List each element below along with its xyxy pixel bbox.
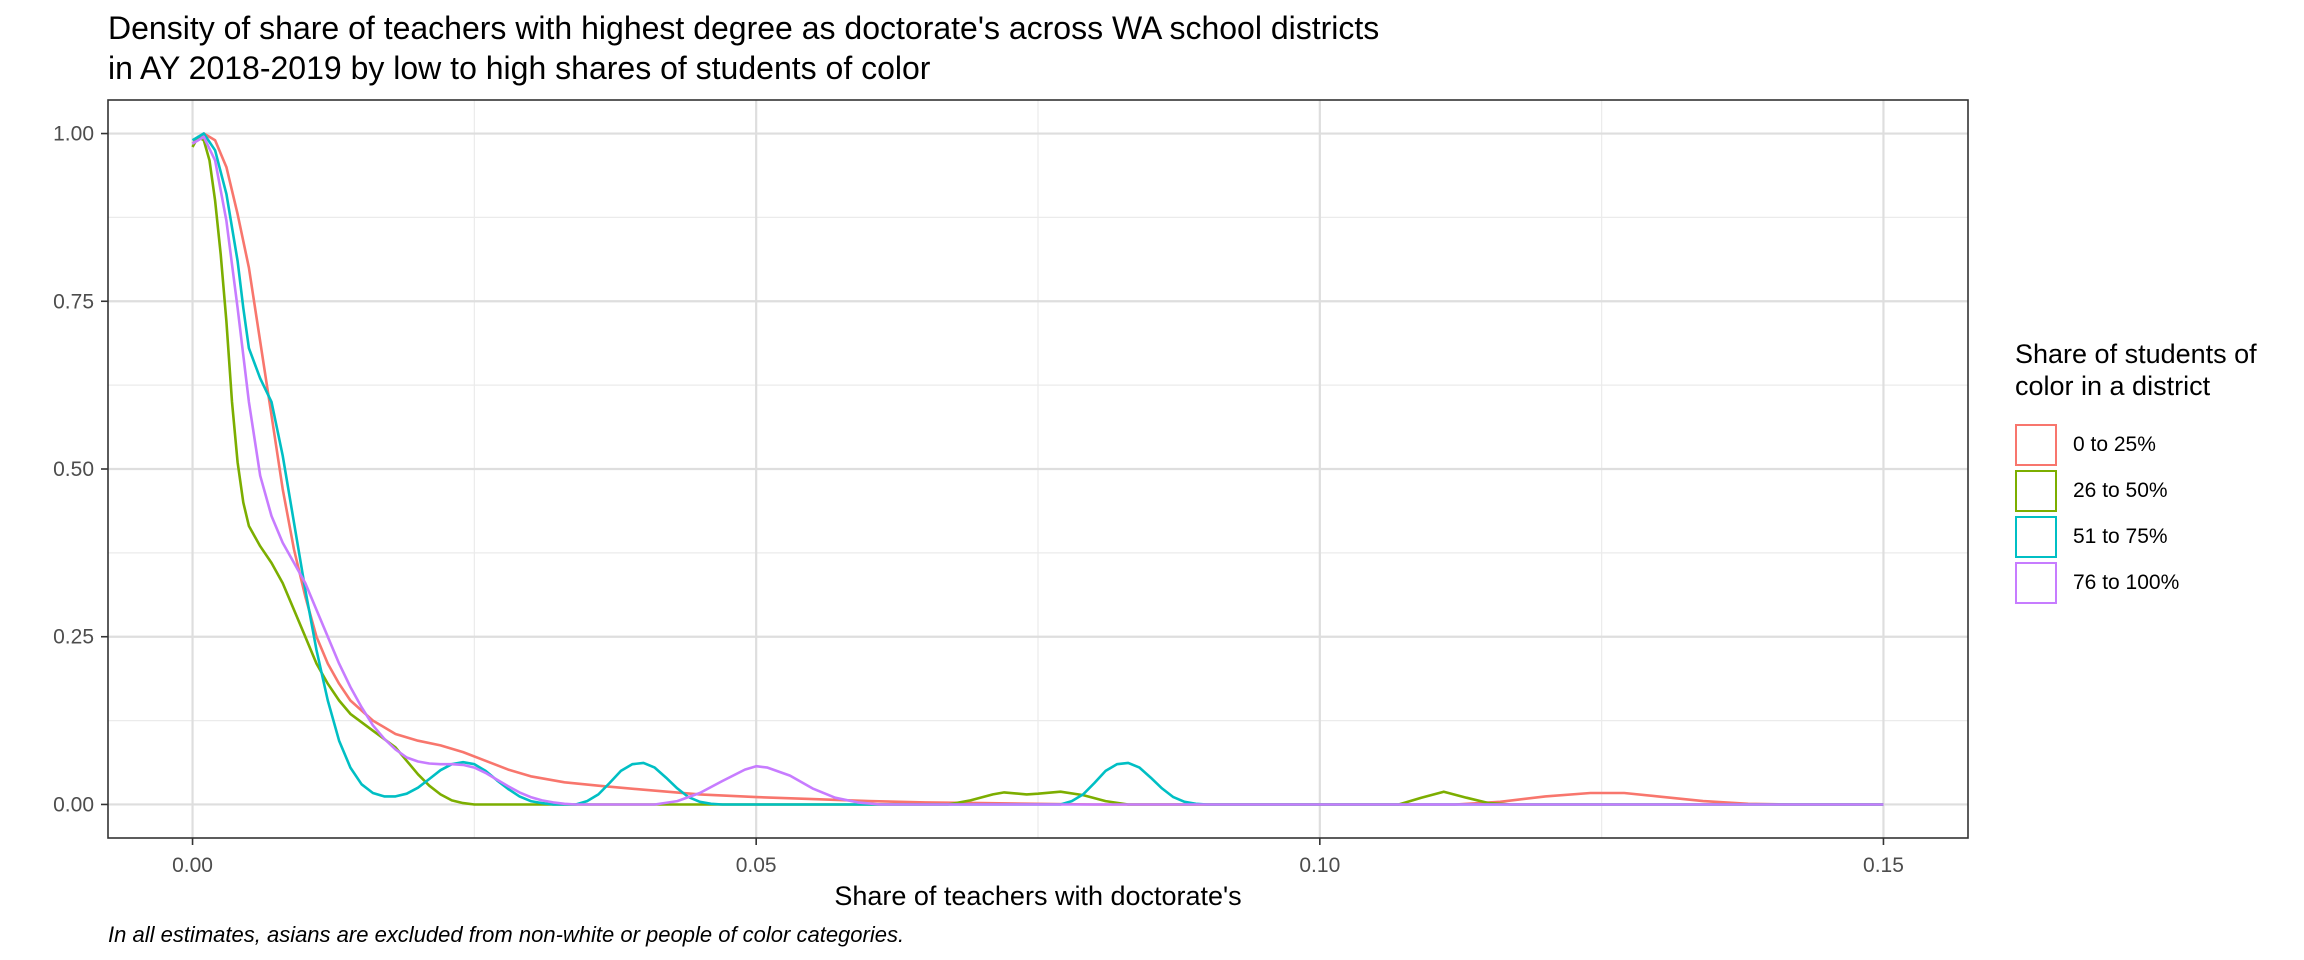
- y-tick-label: 0.50: [53, 458, 94, 481]
- y-tick-label: 0.25: [53, 626, 94, 649]
- chart-title-line-1: Density of share of teachers with highes…: [108, 10, 1380, 46]
- y-tick-label: 0.00: [53, 793, 94, 816]
- chart-title-line-2: in AY 2018-2019 by low to high shares of…: [108, 50, 931, 86]
- series-line-2: [191, 135, 1884, 806]
- legend-label: 51 to 75%: [2073, 525, 2168, 548]
- legend-key-swatch: [2015, 516, 2057, 558]
- density-chart: 0.00 0.05 0.10 0.15 0.00 0.25 0.50 0.75 1.00 Shar…: [53, 99, 1969, 911]
- legend-key-swatch: [2015, 424, 2057, 466]
- legend-label: 0 to 25%: [2073, 433, 2156, 456]
- legend: Share of students of color in a district…: [2015, 338, 2295, 606]
- chart-caption: In all estimates, asians are excluded fr…: [108, 922, 905, 947]
- chart-title: Density of share of teachers with highes…: [108, 8, 1379, 88]
- x-tick-label: 0.15: [1863, 854, 1904, 877]
- x-tick-label: 0.00: [172, 854, 213, 877]
- legend-label: 76 to 100%: [2073, 571, 2180, 594]
- legend-label: 26 to 50%: [2073, 479, 2168, 502]
- legend-item-4: 76 to 100%: [2015, 560, 2295, 606]
- legend-title: Share of students of color in a district: [2015, 339, 2257, 401]
- series-line-4: [191, 135, 1884, 806]
- x-axis-title: Share of teachers with doctorate's: [834, 881, 1241, 911]
- y-tick-label: 1.00: [53, 123, 94, 146]
- legend-item-3: 51 to 75%: [2015, 514, 2295, 560]
- y-tick-label: 0.75: [53, 290, 94, 313]
- x-tick-label: 0.05: [736, 854, 777, 877]
- series-line-3: [191, 132, 1884, 806]
- legend-item-1: 0 to 25%: [2015, 422, 2295, 468]
- legend-key-swatch: [2015, 562, 2057, 604]
- legend-item-2: 26 to 50%: [2015, 468, 2295, 514]
- legend-key-swatch: [2015, 470, 2057, 512]
- series-line-1: [191, 132, 1884, 806]
- legend-items: 0 to 25% 26 to 50% 51 to 75% 76 to 100%: [2015, 422, 2295, 606]
- x-tick-label: 0.10: [1299, 854, 1340, 877]
